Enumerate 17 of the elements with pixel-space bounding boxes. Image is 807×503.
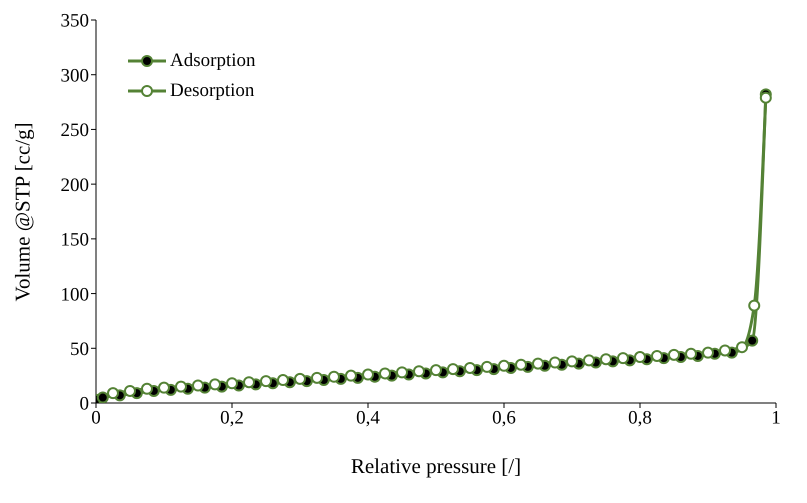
x-tick-label: 0,2	[220, 407, 244, 428]
y-tick-label: 100	[60, 284, 89, 306]
x-tick-label: 0,4	[356, 407, 380, 428]
x-tick-label: 0,6	[492, 407, 516, 428]
x-tick-label: 1	[771, 407, 781, 428]
y-tick-label: 250	[60, 120, 89, 142]
y-tick-label: 200	[60, 174, 89, 196]
y-tick-label: 50	[70, 339, 89, 360]
y-tick-label: 350	[60, 10, 89, 32]
y-tick-label: 150	[60, 230, 89, 251]
x-tick-label: 0,8	[628, 407, 652, 428]
y-tick-label: 300	[60, 65, 89, 86]
y-tick-label: 0	[80, 394, 89, 415]
legend-label: Desorption	[170, 80, 254, 102]
legend-label: Adsorption	[170, 50, 256, 72]
y-axis-title: Volume @STP [cc/g]	[10, 122, 34, 302]
x-axis-title: Relative pressure [/]	[350, 454, 522, 478]
